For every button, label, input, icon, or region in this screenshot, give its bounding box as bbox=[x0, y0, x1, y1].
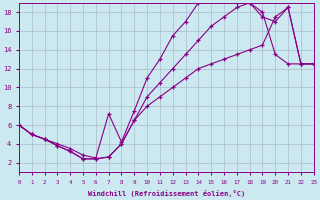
X-axis label: Windchill (Refroidissement éolien,°C): Windchill (Refroidissement éolien,°C) bbox=[88, 190, 245, 197]
